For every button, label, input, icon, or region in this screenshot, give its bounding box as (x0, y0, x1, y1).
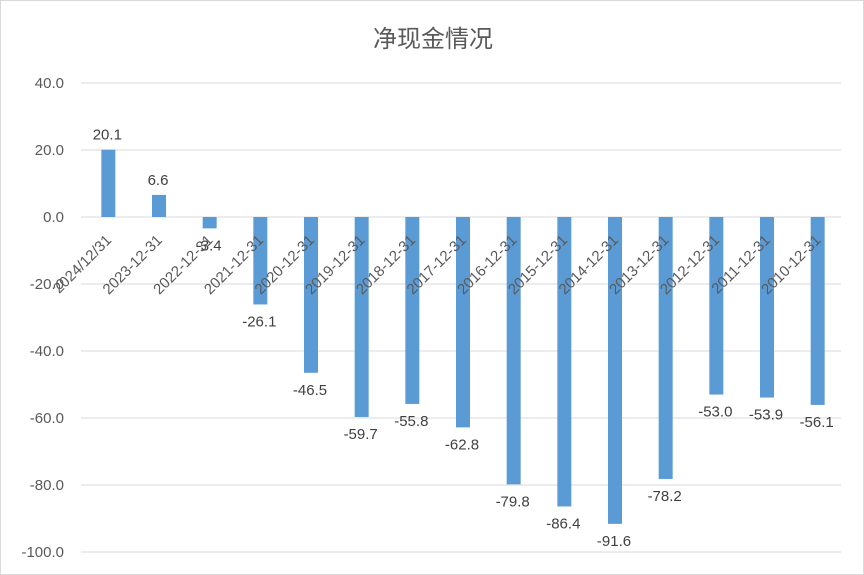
data-label: -56.1 (800, 414, 834, 431)
y-tick-label: 0.0 (43, 209, 64, 226)
data-label: -59.7 (344, 426, 378, 443)
y-tick-label: -40.0 (30, 343, 64, 360)
data-label: 20.1 (93, 127, 122, 144)
data-label: -46.5 (293, 382, 327, 399)
data-label: -53.9 (749, 407, 783, 424)
data-label: -79.8 (496, 493, 530, 510)
data-label: -78.2 (648, 488, 682, 505)
bar (202, 217, 217, 229)
bar (253, 217, 268, 305)
y-tick-label: 20.0 (35, 142, 64, 159)
y-tick-label: 40.0 (35, 75, 64, 92)
data-label: -55.8 (394, 413, 428, 430)
data-label: -53.0 (698, 404, 732, 421)
y-tick-label: -20.0 (30, 276, 64, 293)
bars (101, 149, 825, 524)
bar (709, 217, 724, 395)
data-label: -26.1 (242, 313, 276, 330)
bar (304, 217, 318, 373)
chart-title: 净现金情况 (373, 25, 493, 53)
bar (354, 217, 369, 417)
data-label: -3.4 (196, 237, 222, 254)
x-axis-ticks: 2024/12/312023-12-312022-12-312021-12-31… (50, 232, 824, 298)
y-tick-label: -80.0 (30, 477, 64, 494)
bar (101, 149, 116, 217)
bar (557, 217, 572, 507)
bar (405, 217, 420, 404)
y-axis-ticks: 40.0 20.0 0.0 -20.0 -40.0 -60.0 -80.0 -100.0 (21, 75, 64, 561)
bar (152, 194, 166, 217)
bar (658, 217, 673, 479)
bar (456, 217, 470, 428)
data-label: -86.4 (546, 515, 580, 532)
bar (608, 217, 622, 524)
data-label: 6.6 (148, 172, 169, 189)
data-labels: 20.1 6.6 -3.4 -26.1 -46.5 -59.7 -55.8 -62.8 -79.… (93, 127, 834, 550)
bar (760, 217, 774, 398)
y-tick-label: -100.0 (21, 544, 64, 561)
y-tick-label: -60.0 (30, 410, 64, 427)
data-label: -91.6 (597, 533, 631, 550)
bar (506, 217, 521, 485)
data-label: -62.8 (445, 436, 479, 453)
bar (810, 217, 825, 405)
